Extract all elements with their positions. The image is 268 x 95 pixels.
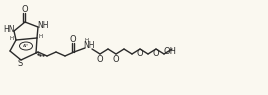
Text: O: O: [137, 49, 143, 59]
Text: H: H: [85, 38, 89, 44]
Text: S: S: [17, 59, 23, 68]
Text: O: O: [153, 49, 159, 59]
Text: O: O: [97, 55, 103, 63]
Text: OH: OH: [163, 48, 177, 57]
Text: O: O: [70, 35, 76, 44]
Text: H: H: [39, 34, 43, 38]
Text: Al*: Al*: [23, 44, 29, 48]
Text: NH: NH: [37, 21, 49, 30]
Text: HN: HN: [3, 25, 15, 34]
Text: NH: NH: [84, 40, 95, 49]
Text: H: H: [10, 36, 14, 40]
Text: O: O: [113, 55, 119, 63]
Text: O: O: [22, 5, 28, 14]
